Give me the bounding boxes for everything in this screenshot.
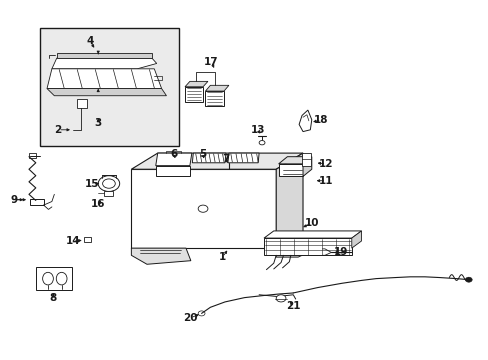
Text: 15: 15 — [85, 179, 100, 189]
Polygon shape — [47, 89, 166, 96]
Circle shape — [98, 176, 120, 192]
Bar — [30, 199, 43, 205]
Text: 18: 18 — [314, 115, 328, 125]
Polygon shape — [299, 110, 311, 132]
Polygon shape — [131, 153, 303, 169]
Text: 10: 10 — [304, 218, 318, 228]
Text: 9: 9 — [11, 195, 18, 205]
Text: 8: 8 — [50, 293, 57, 303]
Text: 7: 7 — [222, 154, 229, 164]
Bar — [104, 191, 113, 196]
Text: 16: 16 — [91, 199, 105, 210]
Bar — [40, 28, 178, 146]
Polygon shape — [276, 232, 325, 257]
Bar — [83, 237, 91, 242]
Polygon shape — [47, 69, 161, 89]
Text: 20: 20 — [182, 313, 197, 323]
Polygon shape — [303, 157, 311, 176]
Polygon shape — [276, 153, 303, 248]
Circle shape — [465, 277, 471, 282]
Polygon shape — [184, 87, 203, 102]
Polygon shape — [264, 231, 361, 238]
Circle shape — [259, 140, 264, 145]
Polygon shape — [57, 53, 152, 58]
Polygon shape — [264, 238, 351, 255]
Circle shape — [276, 295, 285, 302]
Polygon shape — [131, 248, 190, 264]
Text: 17: 17 — [203, 57, 218, 67]
Polygon shape — [156, 166, 189, 176]
Bar — [29, 153, 36, 158]
Polygon shape — [131, 169, 276, 248]
Polygon shape — [278, 164, 303, 176]
Text: 11: 11 — [319, 176, 333, 186]
Polygon shape — [205, 85, 228, 91]
Text: 5: 5 — [199, 149, 206, 159]
Text: 13: 13 — [250, 125, 265, 135]
Polygon shape — [192, 153, 225, 163]
Polygon shape — [227, 153, 259, 163]
Text: 3: 3 — [94, 118, 102, 128]
Polygon shape — [278, 157, 311, 164]
Text: 2: 2 — [55, 125, 61, 135]
Polygon shape — [351, 231, 361, 248]
Polygon shape — [205, 91, 224, 107]
Polygon shape — [52, 58, 157, 69]
Text: 21: 21 — [285, 301, 300, 311]
Text: 14: 14 — [65, 236, 80, 246]
Text: 6: 6 — [170, 149, 177, 159]
Text: 12: 12 — [319, 159, 333, 169]
Text: 1: 1 — [219, 252, 226, 262]
Bar — [302, 153, 310, 166]
Polygon shape — [156, 153, 191, 166]
Text: 19: 19 — [333, 247, 347, 257]
Text: 4: 4 — [86, 36, 93, 46]
Bar — [77, 99, 87, 108]
Bar — [36, 267, 72, 291]
Polygon shape — [184, 81, 207, 87]
